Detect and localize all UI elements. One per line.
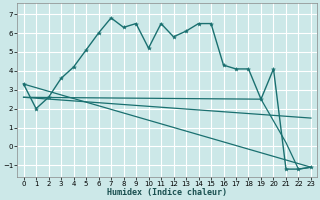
X-axis label: Humidex (Indice chaleur): Humidex (Indice chaleur) [107,188,227,197]
